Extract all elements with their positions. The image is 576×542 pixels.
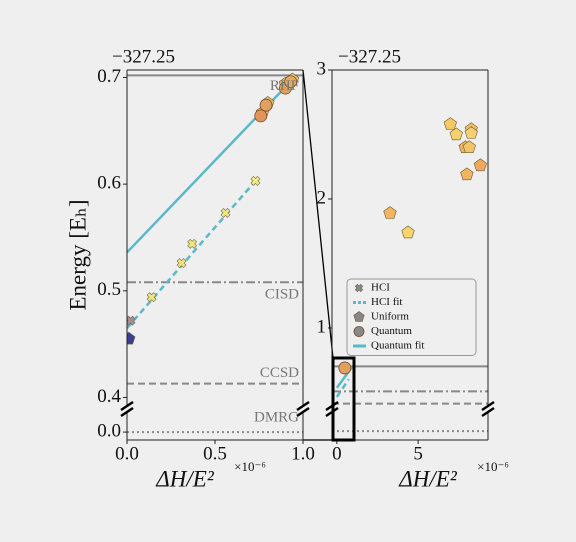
- point: [254, 109, 268, 123]
- x-tick-label: 0: [332, 443, 342, 464]
- offset-label: −327.25: [112, 46, 175, 67]
- x-tick-label: 5: [413, 443, 423, 464]
- point: [449, 127, 463, 141]
- fit-line: [335, 378, 350, 398]
- point: [250, 176, 261, 186]
- offset-label: −327.25: [338, 46, 401, 67]
- y-tick-label: 0.6: [97, 172, 121, 193]
- point: [462, 140, 476, 153]
- y-tick-label: 2: [317, 187, 327, 208]
- point: [187, 238, 198, 249]
- legend-label: Uniform: [371, 311, 409, 323]
- x-axis-scale: ×10⁻⁶: [234, 459, 266, 474]
- x-axis-label: ΔH/E²: [155, 466, 215, 491]
- axis-break: [120, 401, 134, 411]
- point: [176, 258, 187, 268]
- legend-label: HCI: [371, 282, 390, 294]
- point: [220, 208, 231, 218]
- legend-label: HCI fit: [371, 296, 402, 308]
- x-tick-label: 1.0: [291, 443, 315, 464]
- point: [354, 283, 364, 293]
- point: [473, 158, 487, 172]
- point: [460, 167, 474, 181]
- zoom-connectors: [302, 69, 334, 441]
- plot-area-upper: [332, 117, 488, 405]
- legend-box: [346, 278, 477, 356]
- point: [443, 117, 457, 130]
- axis-break: [481, 401, 495, 411]
- plot-area-upper: [127, 72, 303, 385]
- y-tick-label: 0.5: [97, 279, 121, 300]
- axis-break: [481, 407, 495, 417]
- axis-break: [296, 407, 310, 417]
- point: [127, 315, 136, 326]
- x-axis-label: ΔH/E²: [398, 466, 458, 491]
- point: [464, 126, 478, 139]
- x-tick-label: 0.5: [203, 443, 227, 464]
- zoom-box: [331, 356, 356, 442]
- point: [353, 326, 365, 337]
- legend-label: Quantum: [371, 325, 412, 337]
- point: [259, 98, 273, 112]
- point: [146, 292, 157, 303]
- x-axis-scale: ×10⁻⁶: [477, 459, 509, 474]
- x-tick-label: 0.0: [115, 443, 139, 464]
- fit-line: [127, 180, 257, 329]
- reference-label: DMRG: [254, 410, 299, 426]
- reference-label: CISD: [265, 287, 299, 303]
- y-tick-label: 0.7: [97, 66, 121, 87]
- axis-break: [120, 407, 134, 417]
- point: [383, 206, 397, 219]
- point: [284, 75, 298, 89]
- point: [353, 311, 365, 322]
- point: [127, 331, 136, 345]
- y-tick-label: 3: [317, 58, 327, 79]
- reference-label: RHF: [270, 78, 299, 94]
- y-axis-label: Energy [Eₕ]: [65, 199, 90, 310]
- y-tick-label: 1: [317, 316, 327, 337]
- legend-label: Quantum fit: [371, 340, 424, 352]
- reference-label: CCSD: [260, 365, 299, 381]
- point: [401, 225, 415, 239]
- y-tick-label: 0.4: [97, 386, 121, 407]
- point: [338, 361, 352, 375]
- y-tick-label: 0.0: [97, 420, 121, 441]
- axis-break: [296, 401, 310, 411]
